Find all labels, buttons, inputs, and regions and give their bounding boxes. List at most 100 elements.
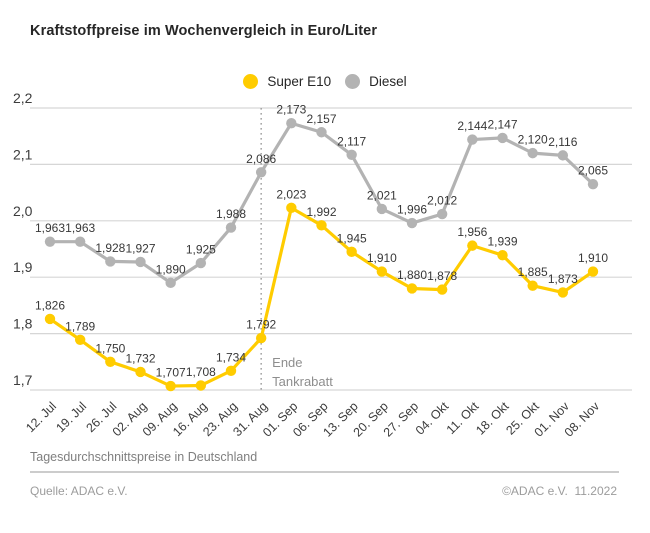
y-axis-tick-label: 1,7	[13, 372, 33, 388]
data-point-super-e10	[225, 365, 237, 377]
data-point-super-e10	[557, 287, 569, 298]
data-label-super-e10: 1,945	[337, 231, 367, 245]
data-point-super-e10	[436, 284, 448, 295]
data-label-super-e10: 1,878	[427, 269, 457, 283]
data-label-diesel: 1,890	[156, 262, 186, 276]
data-label-diesel: 2,117	[337, 134, 366, 148]
data-label-diesel: 2,120	[518, 133, 548, 147]
data-point-diesel	[225, 222, 237, 233]
y-axis-tick-label: 2,1	[13, 146, 33, 162]
data-label-diesel: 2,021	[367, 188, 397, 202]
data-point-diesel	[316, 127, 327, 138]
legend-marker-diesel-icon	[345, 74, 361, 89]
data-point-super-e10	[497, 250, 508, 261]
data-point-diesel	[255, 167, 267, 178]
x-axis-tick-label: 08. Nov	[562, 399, 603, 440]
data-point-diesel	[346, 149, 357, 161]
footer-divider	[30, 471, 619, 473]
data-label-diesel: 2,116	[548, 135, 577, 149]
tankrabatt-annotation-text: Tankrabatt	[272, 374, 333, 389]
data-label-super-e10: 1,910	[367, 251, 397, 265]
data-label-diesel: 1,963	[35, 221, 65, 235]
legend: Super E10 Diesel	[0, 74, 650, 89]
data-label-diesel: 1,988	[216, 207, 246, 221]
data-point-diesel	[527, 147, 538, 159]
data-point-super-e10	[406, 283, 418, 294]
data-label-diesel: 2,144	[457, 119, 487, 133]
data-label-diesel: 2,065	[578, 164, 608, 178]
data-label-super-e10: 1,826	[35, 298, 65, 312]
data-point-super-e10	[195, 380, 207, 391]
data-label-diesel: 1,925	[186, 243, 216, 257]
data-point-super-e10	[135, 366, 146, 378]
data-label-super-e10: 1,707	[156, 366, 186, 380]
data-label-super-e10: 1,880	[397, 268, 427, 282]
data-label-diesel: 1,963	[65, 221, 95, 235]
data-label-super-e10: 1,789	[65, 319, 95, 333]
series-line-diesel	[48, 121, 595, 285]
y-axis-tick-label: 1,8	[13, 316, 33, 332]
data-point-diesel	[44, 236, 56, 247]
legend-item-super-e10: Super E10	[243, 74, 331, 89]
data-point-diesel	[376, 203, 388, 215]
data-point-diesel	[74, 236, 86, 247]
data-label-super-e10: 1,708	[186, 365, 216, 379]
copyright-notice: ©ADAC e.V. 11.2022	[502, 484, 617, 498]
data-label-super-e10: 1,734	[216, 350, 246, 364]
data-label-diesel: 2,147	[487, 117, 517, 131]
source-credit: Quelle: ADAC e.V.	[30, 484, 128, 498]
x-axis-tick-label: 19. Jul	[53, 399, 89, 435]
data-point-super-e10	[467, 240, 478, 251]
data-point-diesel	[406, 217, 418, 229]
data-point-diesel	[286, 118, 297, 129]
data-point-diesel	[165, 277, 176, 289]
data-label-diesel: 2,012	[427, 194, 457, 208]
data-point-super-e10	[286, 202, 297, 214]
data-label-super-e10: 1,750	[95, 341, 125, 355]
data-point-super-e10	[587, 266, 599, 277]
tankrabatt-annotation-text: Ende	[272, 355, 302, 370]
data-point-super-e10	[346, 246, 357, 258]
chart-title: Kraftstoffpreise im Wochenvergleich in E…	[30, 23, 378, 39]
data-point-super-e10	[255, 332, 267, 344]
data-label-super-e10: 1,885	[518, 265, 548, 279]
data-label-diesel: 1,927	[125, 241, 155, 255]
data-label-super-e10: 1,992	[306, 205, 336, 219]
data-point-super-e10	[105, 356, 116, 367]
data-point-super-e10	[165, 380, 176, 392]
data-label-super-e10: 1,939	[487, 235, 517, 249]
data-point-diesel	[195, 257, 207, 269]
data-label-diesel: 2,157	[306, 112, 336, 126]
data-label-diesel: 1,928	[95, 241, 125, 255]
data-point-super-e10	[376, 266, 388, 277]
data-point-diesel	[105, 256, 116, 267]
data-label-super-e10: 2,023	[276, 187, 306, 201]
data-point-super-e10	[44, 313, 56, 325]
legend-label-super-e10: Super E10	[267, 74, 332, 89]
x-axis-tick-label: 04. Okt	[413, 399, 452, 438]
x-axis-tick-label: 12. Jul	[23, 399, 59, 435]
y-axis-tick-label: 1,9	[13, 259, 33, 275]
legend-label-diesel: Diesel	[369, 74, 407, 89]
data-label-super-e10: 1,956	[457, 225, 487, 239]
data-label-super-e10: 1,792	[246, 318, 276, 332]
data-point-diesel	[436, 208, 448, 220]
data-label-super-e10: 1,873	[548, 272, 578, 286]
data-label-diesel: 2,086	[246, 152, 276, 166]
data-label-super-e10: 1,732	[125, 351, 155, 365]
y-axis-tick-label: 2,0	[13, 203, 33, 219]
data-point-diesel	[467, 134, 478, 145]
legend-item-diesel: Diesel	[345, 74, 407, 89]
chart-footnote: Tagesdurchschnittspreise in Deutschland	[30, 450, 258, 464]
data-point-super-e10	[527, 280, 538, 291]
data-point-diesel	[587, 178, 599, 190]
data-point-diesel	[135, 256, 146, 268]
data-point-diesel	[557, 150, 569, 161]
legend-marker-super-e10-icon	[243, 74, 259, 89]
y-axis-tick-label: 2,2	[13, 90, 33, 106]
data-point-super-e10	[316, 220, 327, 231]
data-point-diesel	[497, 132, 508, 144]
data-label-diesel: 2,173	[276, 103, 306, 117]
